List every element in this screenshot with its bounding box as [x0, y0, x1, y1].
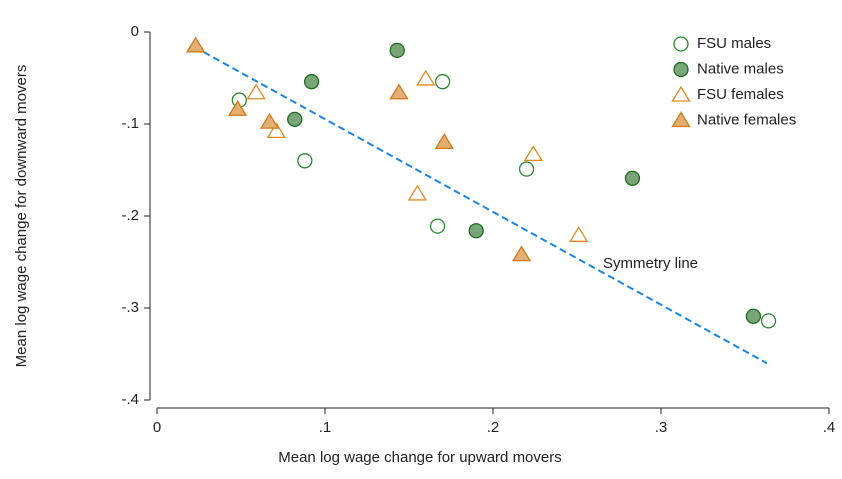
point — [246, 83, 266, 100]
x-tick-label: .1 — [319, 419, 332, 436]
legend-marker — [671, 85, 691, 102]
point — [429, 218, 446, 234]
x-tick-label: .4 — [823, 419, 836, 436]
point — [389, 42, 405, 59]
point — [468, 223, 484, 239]
legend-label: FSU females — [697, 86, 784, 103]
point — [434, 133, 454, 150]
y-tick-label: -.2 — [121, 207, 139, 224]
point — [287, 111, 303, 128]
legend-label: FSU males — [697, 35, 771, 52]
point — [259, 112, 280, 129]
point — [760, 313, 777, 329]
point — [185, 36, 206, 53]
symmetry-label: Symmetry line — [603, 255, 698, 272]
point — [745, 308, 762, 324]
x-tick-label: .3 — [655, 419, 668, 436]
point — [416, 69, 436, 86]
point — [407, 184, 428, 201]
x-tick-label: 0 — [153, 419, 161, 436]
y-tick-label: -.4 — [121, 391, 139, 408]
x-tick-label: .2 — [487, 419, 500, 436]
point — [303, 74, 320, 90]
x-axis-title: Mean log wage change for upward movers — [278, 449, 562, 466]
y-tick-label: -.1 — [121, 115, 139, 132]
point — [518, 161, 535, 177]
y-tick-label: 0 — [131, 23, 139, 40]
point — [389, 83, 409, 100]
y-axis-title: Mean log wage change for downward movers — [13, 65, 30, 368]
point — [434, 74, 451, 90]
legend-label: Native females — [697, 111, 796, 128]
point — [523, 145, 543, 162]
point — [511, 245, 532, 262]
legend-label: Native males — [697, 60, 784, 77]
y-tick-label: -.3 — [121, 299, 139, 316]
point — [266, 122, 286, 139]
point — [227, 100, 248, 116]
symmetry-line — [193, 45, 768, 365]
legend-marker — [671, 111, 691, 128]
point — [624, 170, 641, 186]
point — [297, 153, 313, 169]
legend-marker — [673, 36, 689, 52]
point — [569, 226, 589, 242]
legend-marker — [673, 61, 689, 78]
